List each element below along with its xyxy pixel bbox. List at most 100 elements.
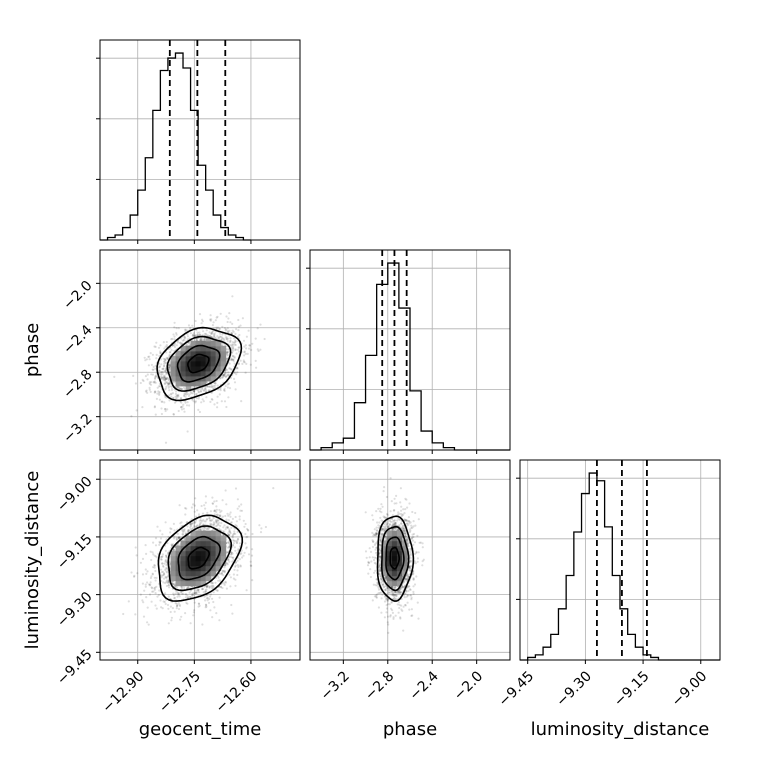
sample-point [226,320,229,324]
density-cell [190,535,197,542]
sample-point [215,510,218,513]
sample-point [167,581,170,584]
sample-point [179,591,182,594]
density-cell [200,580,207,587]
sample-point [113,375,116,378]
sample-point [220,572,223,575]
sample-point [222,338,226,341]
sample-point [377,606,380,609]
sample-point [228,344,232,347]
sample-point [154,569,157,573]
sample-point [163,357,166,361]
density-cell [180,355,187,362]
sample-point [213,332,216,335]
sample-point [148,584,151,587]
sample-point [215,518,218,521]
sample-point [170,388,174,392]
sample-point [152,590,155,593]
sample-point [160,576,163,579]
sample-point [215,612,218,615]
sample-point [230,551,233,554]
sample-point [219,514,222,517]
density-cell [185,570,192,577]
sample-point [164,378,168,381]
sample-point [231,322,234,325]
sample-point [194,400,197,403]
sample-point [199,528,202,532]
sample-point [198,522,201,525]
sample-point [162,341,165,344]
density-cell [210,365,217,372]
sample-point [172,594,175,597]
sample-point [205,332,208,335]
sample-point [212,528,215,531]
sample-point [158,393,161,396]
sample-point [231,295,234,298]
sample-point [180,586,183,589]
sample-point [196,333,199,336]
sample-point [192,335,195,338]
sample-point [238,542,241,545]
sample-point [179,522,182,525]
sample-point [178,504,181,507]
sample-point [188,341,191,344]
sample-point [394,614,397,617]
sample-point [242,359,245,362]
sample-point [208,586,211,589]
sample-point [201,512,205,515]
sample-point [160,377,163,380]
density-cell [195,380,202,387]
density-cell [210,375,217,382]
sample-point [236,498,239,501]
sample-point [164,387,168,390]
sample-point [407,585,410,588]
sample-point [186,401,189,404]
sample-point [211,582,214,585]
sample-point [158,392,161,395]
sample-point [163,376,167,380]
sample-point [157,366,160,369]
sample-point [175,604,179,608]
density-cell [200,575,207,582]
sample-point [165,351,168,354]
sample-point [198,519,201,522]
sample-point [175,538,178,541]
sample-point [247,529,250,532]
sample-point [235,525,238,528]
density-cell [200,360,207,367]
density-cell [220,345,227,352]
sample-point [163,365,166,368]
sample-point [167,364,170,367]
density-cell [185,535,192,542]
sample-point [168,366,171,369]
sample-point [168,351,171,354]
sample-point [177,409,180,413]
sample-point [190,506,193,509]
sample-point [191,592,194,595]
sample-point [220,400,223,403]
sample-point [250,554,254,557]
sample-point [212,516,215,520]
sample-point [155,357,158,360]
sample-point [220,336,224,339]
sample-point [216,395,219,398]
sample-point [218,527,221,530]
sample-point [410,614,413,618]
sample-point [160,574,163,577]
density-cell [210,565,217,572]
sample-point [193,335,196,338]
sample-point [231,556,234,559]
sample-point [199,527,202,531]
sample-point [199,388,202,391]
sample-point [149,581,152,584]
sample-point [194,319,197,323]
sample-point [189,622,192,625]
sample-point [162,564,165,568]
sample-point [212,600,215,604]
sample-point [175,396,179,399]
sample-point [223,339,226,342]
sample-point [389,614,392,617]
sample-point [159,351,162,354]
sample-point [180,615,183,618]
sample-point [206,594,209,597]
